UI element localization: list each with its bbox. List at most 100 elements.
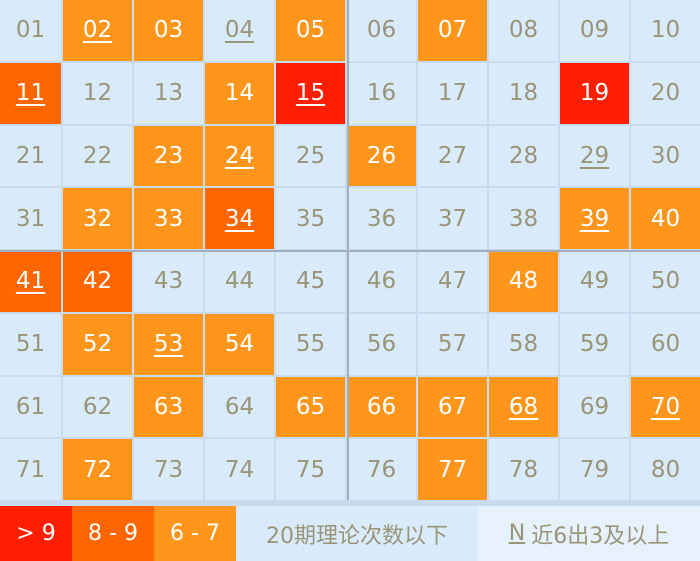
number-label: 63 xyxy=(153,393,184,420)
number-cell[interactable]: 45 xyxy=(276,251,345,312)
number-cell[interactable]: 80 xyxy=(631,439,700,500)
number-cell[interactable]: 64 xyxy=(205,376,274,438)
number-cell[interactable]: 09 xyxy=(560,0,629,61)
number-label: 13 xyxy=(153,80,184,107)
number-cell[interactable]: 62 xyxy=(63,376,132,438)
number-cell[interactable]: 78 xyxy=(489,439,558,500)
number-label: 75 xyxy=(295,456,326,483)
number-label: 42 xyxy=(82,268,113,295)
legend-8-9: 8 - 9 xyxy=(72,506,154,561)
number-label: 47 xyxy=(437,268,468,295)
number-cell[interactable]: 15 xyxy=(276,62,345,124)
number-cell[interactable]: 77 xyxy=(418,439,487,500)
number-cell[interactable]: 74 xyxy=(205,439,274,500)
number-cell[interactable]: 60 xyxy=(631,313,700,375)
number-cell[interactable]: 27 xyxy=(418,125,487,187)
number-cell[interactable]: 21 xyxy=(0,125,61,187)
number-cell[interactable]: 19 xyxy=(560,62,629,124)
number-label: 46 xyxy=(366,268,397,295)
number-cell[interactable]: 20 xyxy=(631,62,700,124)
number-cell[interactable]: 48 xyxy=(489,251,558,312)
number-cell[interactable]: 22 xyxy=(63,125,132,187)
number-cell[interactable]: 73 xyxy=(134,439,203,500)
number-cell[interactable]: 76 xyxy=(347,439,416,500)
number-label: 78 xyxy=(508,456,539,483)
number-cell[interactable]: 03 xyxy=(134,0,203,61)
number-cell[interactable]: 38 xyxy=(489,188,558,249)
number-cell[interactable]: 32 xyxy=(63,188,132,249)
number-cell[interactable]: 53 xyxy=(134,313,203,375)
number-cell[interactable]: 42 xyxy=(63,251,132,312)
number-cell[interactable]: 46 xyxy=(347,251,416,312)
number-cell[interactable]: 23 xyxy=(134,125,203,187)
number-cell[interactable]: 47 xyxy=(418,251,487,312)
number-cell[interactable]: 25 xyxy=(276,125,345,187)
number-cell[interactable]: 69 xyxy=(560,376,629,438)
number-cell[interactable]: 14 xyxy=(205,62,274,124)
number-cell[interactable]: 41 xyxy=(0,251,61,312)
number-label: 60 xyxy=(650,331,681,358)
number-cell[interactable]: 11 xyxy=(0,62,61,124)
number-cell[interactable]: 16 xyxy=(347,62,416,124)
number-cell[interactable]: 65 xyxy=(276,376,345,438)
number-cell[interactable]: 57 xyxy=(418,313,487,375)
number-cell[interactable]: 49 xyxy=(560,251,629,312)
number-cell[interactable]: 07 xyxy=(418,0,487,61)
number-cell[interactable]: 39 xyxy=(560,188,629,249)
number-label: 59 xyxy=(579,331,610,358)
number-cell[interactable]: 50 xyxy=(631,251,700,312)
number-cell[interactable]: 36 xyxy=(347,188,416,249)
number-cell[interactable]: 63 xyxy=(134,376,203,438)
number-cell[interactable]: 17 xyxy=(418,62,487,124)
number-cell[interactable]: 52 xyxy=(63,313,132,375)
number-cell[interactable]: 54 xyxy=(205,313,274,375)
number-cell[interactable]: 59 xyxy=(560,313,629,375)
number-cell[interactable]: 35 xyxy=(276,188,345,249)
number-label: 51 xyxy=(15,331,46,358)
number-cell[interactable]: 67 xyxy=(418,376,487,438)
number-cell[interactable]: 37 xyxy=(418,188,487,249)
number-cell[interactable]: 72 xyxy=(63,439,132,500)
number-label: 10 xyxy=(650,17,681,44)
number-cell[interactable]: 71 xyxy=(0,439,61,500)
number-cell[interactable]: 33 xyxy=(134,188,203,249)
number-label: 55 xyxy=(295,331,326,358)
number-cell[interactable]: 02 xyxy=(63,0,132,61)
number-label: 58 xyxy=(508,331,539,358)
number-label: 27 xyxy=(437,142,468,169)
number-cell[interactable]: 40 xyxy=(631,188,700,249)
number-cell[interactable]: 66 xyxy=(347,376,416,438)
number-cell[interactable]: 29 xyxy=(560,125,629,187)
number-cell[interactable]: 05 xyxy=(276,0,345,61)
number-cell[interactable]: 13 xyxy=(134,62,203,124)
number-cell[interactable]: 28 xyxy=(489,125,558,187)
number-cell[interactable]: 70 xyxy=(631,376,700,438)
number-cell[interactable]: 51 xyxy=(0,313,61,375)
number-cell[interactable]: 30 xyxy=(631,125,700,187)
number-cell[interactable]: 18 xyxy=(489,62,558,124)
number-cell[interactable]: 43 xyxy=(134,251,203,312)
number-cell[interactable]: 31 xyxy=(0,188,61,249)
number-cell[interactable]: 12 xyxy=(63,62,132,124)
number-cell[interactable]: 56 xyxy=(347,313,416,375)
number-label: 05 xyxy=(295,17,326,44)
number-cell[interactable]: 10 xyxy=(631,0,700,61)
number-cell[interactable]: 44 xyxy=(205,251,274,312)
number-cell[interactable]: 79 xyxy=(560,439,629,500)
number-cell[interactable]: 24 xyxy=(205,125,274,187)
number-cell[interactable]: 06 xyxy=(347,0,416,61)
legend-gt9: > 9 xyxy=(0,506,72,561)
number-label: 12 xyxy=(82,80,113,107)
number-cell[interactable]: 34 xyxy=(205,188,274,249)
number-label: 04 xyxy=(224,17,255,44)
number-cell[interactable]: 75 xyxy=(276,439,345,500)
number-cell[interactable]: 55 xyxy=(276,313,345,375)
number-cell[interactable]: 26 xyxy=(347,125,416,187)
number-cell[interactable]: 58 xyxy=(489,313,558,375)
number-cell[interactable]: 61 xyxy=(0,376,61,438)
number-cell[interactable]: 08 xyxy=(489,0,558,61)
number-cell[interactable]: 68 xyxy=(489,376,558,438)
number-label: 61 xyxy=(15,393,46,420)
number-cell[interactable]: 01 xyxy=(0,0,61,61)
number-cell[interactable]: 04 xyxy=(205,0,274,61)
